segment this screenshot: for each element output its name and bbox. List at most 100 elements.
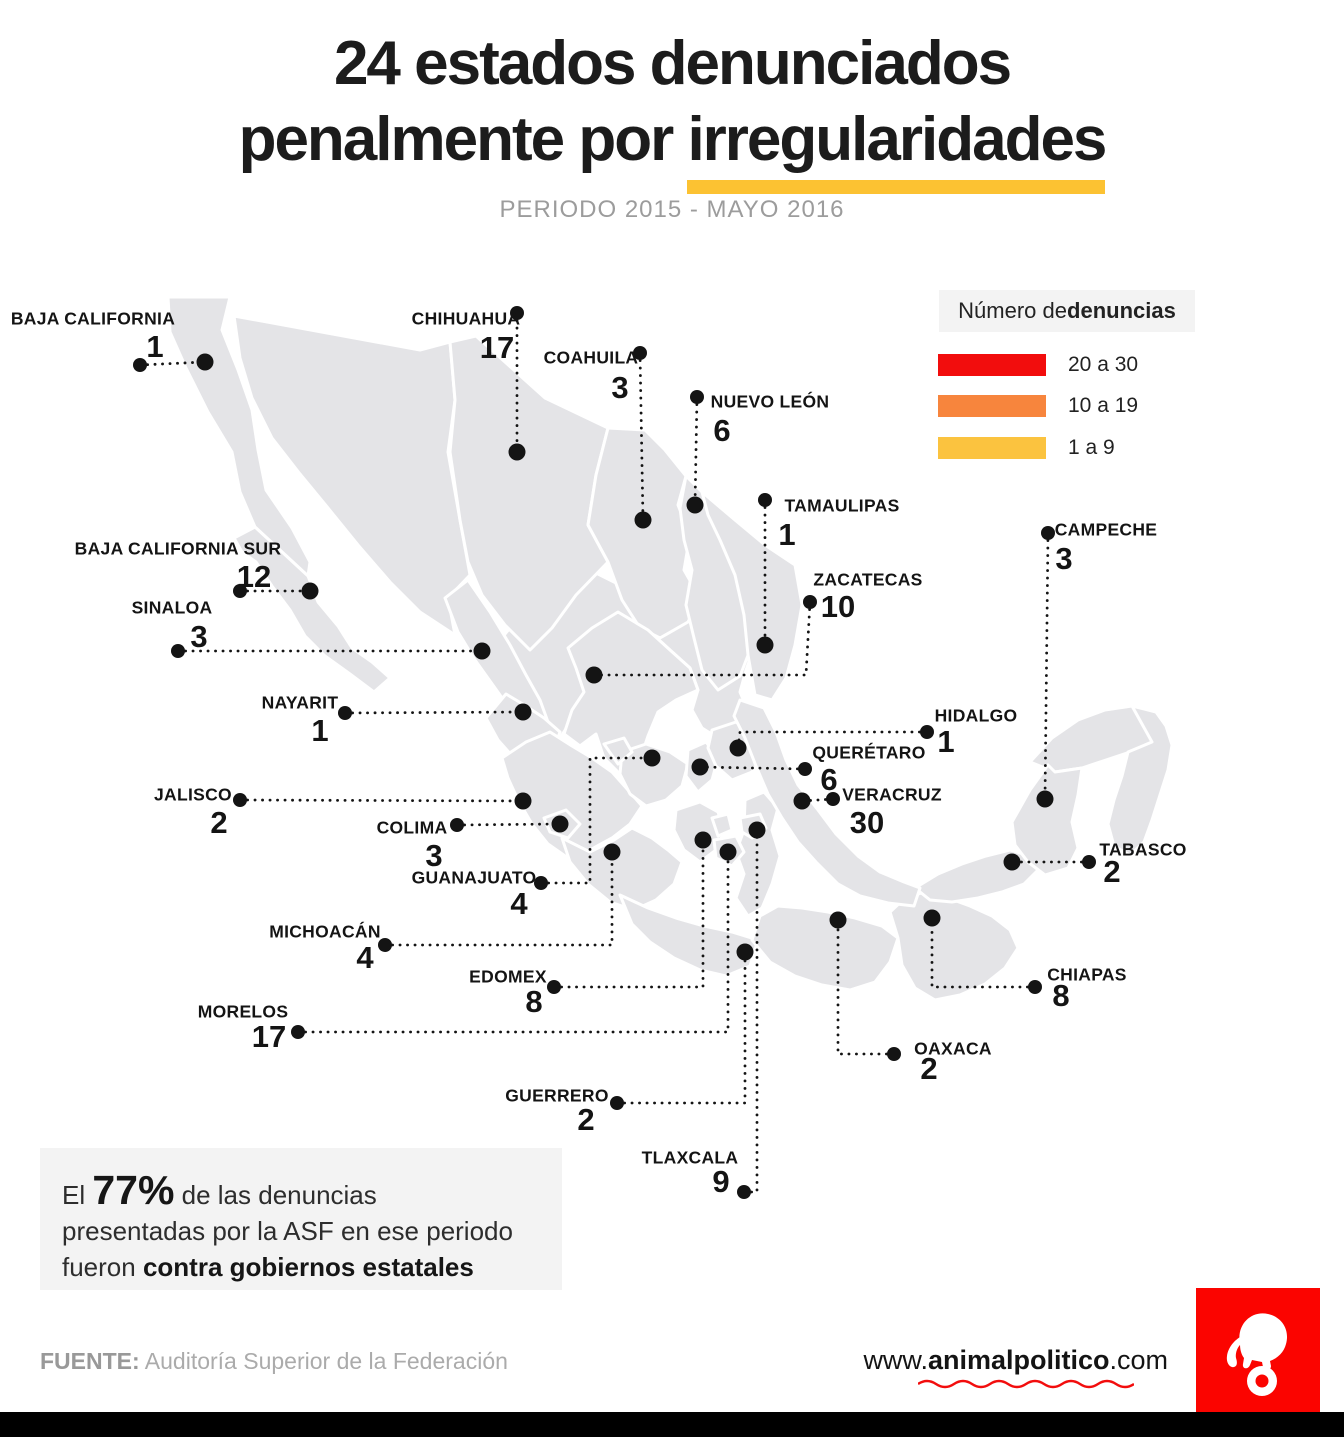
- state-dot-tamaulipas: [756, 636, 774, 654]
- legend-title: Número de denuncias: [939, 290, 1195, 332]
- legend-swatch-yellow: [938, 437, 1046, 459]
- bottom-black-bar: [0, 1412, 1344, 1437]
- state-dot-edomex: [694, 831, 712, 849]
- state-value-michoacan: 4: [356, 940, 374, 975]
- state-label-oaxaca: OAXACA: [914, 1038, 992, 1059]
- red-wavy-underline: [918, 1379, 1134, 1389]
- state-dot-guerrero: [736, 943, 754, 961]
- state-dot-nayarit: [514, 703, 532, 721]
- state-shape-tamaulipas: [700, 490, 804, 702]
- label-dot-oaxaca: [887, 1047, 901, 1061]
- label-dot-michoacan: [378, 938, 392, 952]
- state-shape-michoacan: [560, 826, 684, 912]
- state-dot-tlaxcala: [748, 821, 766, 839]
- state-value-baja-california-sur: 12: [236, 559, 272, 594]
- state-value-chihuahua: 17: [479, 330, 515, 365]
- underlined-word: irregularidades: [687, 102, 1107, 194]
- state-dot-sinaloa: [473, 642, 491, 660]
- state-value-nayarit: 1: [311, 713, 329, 748]
- state-dot-coahuila: [634, 511, 652, 529]
- leader-line-edomex: [552, 838, 705, 989]
- state-dot-jalisco: [514, 792, 532, 810]
- legend-label: 10 a 19: [1068, 394, 1139, 417]
- label-dot-jalisco: [233, 793, 247, 807]
- leader-line-michoacan: [383, 850, 614, 947]
- leader-line-jalisco: [238, 798, 525, 803]
- state-dot-colima: [551, 815, 569, 833]
- state-label-coahuila: COAHUILA: [543, 347, 639, 368]
- legend-row-10a19: 10 a 19: [938, 394, 1258, 417]
- state-label-nayarit: NAYARIT: [261, 692, 339, 713]
- leader-line-coahuila: [638, 351, 645, 522]
- label-dot-coahuila: [633, 346, 647, 360]
- state-value-zacatecas: 10: [820, 589, 856, 624]
- highlight-note-text: El 77% de las denuncias presentadas por …: [62, 1167, 513, 1283]
- legend-swatch-red: [938, 354, 1046, 376]
- label-dot-baja-california-sur: [233, 584, 247, 598]
- label-dot-morelos: [291, 1025, 305, 1039]
- state-value-nuevo-leon: 6: [713, 413, 731, 448]
- leader-line-chiapas: [930, 916, 1037, 989]
- state-label-sinaloa: SINALOA: [131, 597, 213, 618]
- label-dot-baja-california: [133, 358, 147, 372]
- state-value-oaxaca: 2: [920, 1051, 938, 1086]
- state-value-veracruz: 30: [849, 805, 885, 840]
- leader-line-tlaxcala: [742, 828, 759, 1194]
- leader-line-veracruz: [800, 797, 835, 803]
- state-label-guanajuato: GUANAJUATO: [411, 867, 537, 888]
- leader-line-hidalgo: [736, 730, 929, 750]
- state-shape-guanajuato: [618, 742, 690, 808]
- label-dot-chihuahua: [510, 306, 524, 320]
- state-label-tamaulipas: TAMAULIPAS: [784, 495, 900, 516]
- state-value-queretaro: 6: [820, 762, 838, 797]
- label-dot-tabasco: [1082, 855, 1096, 869]
- state-shape-cdmx: [710, 812, 734, 838]
- legend-label: 20 a 30: [1068, 353, 1139, 376]
- label-dot-tamaulipas: [758, 493, 772, 507]
- state-label-guerrero: GUERRERO: [505, 1085, 609, 1106]
- state-value-jalisco: 2: [210, 805, 228, 840]
- state-label-nuevo-leon: NUEVO LEÓN: [710, 391, 830, 412]
- state-dot-queretaro: [691, 758, 709, 776]
- leader-line-campeche: [1043, 531, 1050, 801]
- state-label-campeche: CAMPECHE: [1054, 519, 1158, 540]
- state-value-tlaxcala: 9: [712, 1164, 730, 1199]
- label-dot-chiapas: [1028, 980, 1042, 994]
- state-label-morelos: MORELOS: [197, 1001, 289, 1022]
- state-label-hidalgo: HIDALGO: [934, 705, 1018, 726]
- state-shape-quintana-roo: [1106, 704, 1174, 857]
- title-line-1: 24 estados denunciados: [333, 29, 1012, 98]
- state-value-chiapas: 8: [1052, 978, 1070, 1013]
- leader-line-colima: [455, 822, 562, 827]
- state-dot-morelos: [719, 843, 737, 861]
- state-label-zacatecas: ZACATECAS: [813, 569, 923, 590]
- state-label-veracruz: VERACRUZ: [842, 784, 942, 805]
- state-label-chiapas: CHIAPAS: [1047, 964, 1127, 985]
- label-dot-zacatecas: [803, 595, 817, 609]
- state-value-sinaloa: 3: [190, 619, 208, 654]
- state-value-tabasco: 2: [1103, 854, 1121, 889]
- state-label-colima: COLIMA: [376, 817, 448, 838]
- leader-line-queretaro: [698, 765, 807, 771]
- state-label-queretaro: QUERÉTARO: [812, 742, 926, 763]
- state-dot-zacatecas: [585, 666, 603, 684]
- state-label-jalisco: JALISCO: [154, 784, 232, 805]
- state-dot-tabasco: [1003, 853, 1021, 871]
- elephant-icon: [1226, 1313, 1288, 1396]
- label-dot-guanajuato: [534, 876, 548, 890]
- animal-politico-logo[interactable]: [1196, 1288, 1320, 1412]
- website-link[interactable]: www.animalpolitico.com: [863, 1345, 1168, 1375]
- state-value-colima: 3: [425, 838, 443, 873]
- legend-label: 1 a 9: [1068, 436, 1115, 459]
- state-label-edomex: EDOMEX: [469, 966, 547, 987]
- state-value-guerrero: 2: [577, 1102, 595, 1137]
- state-value-campeche: 3: [1055, 541, 1073, 576]
- state-dot-campeche: [1036, 790, 1054, 808]
- state-shape-chihuahua: [448, 334, 610, 652]
- state-value-tamaulipas: 1: [778, 517, 796, 552]
- legend-row-1a9: 1 a 9: [938, 436, 1258, 459]
- state-value-baja-california: 1: [146, 329, 164, 364]
- label-dot-guerrero: [610, 1096, 624, 1110]
